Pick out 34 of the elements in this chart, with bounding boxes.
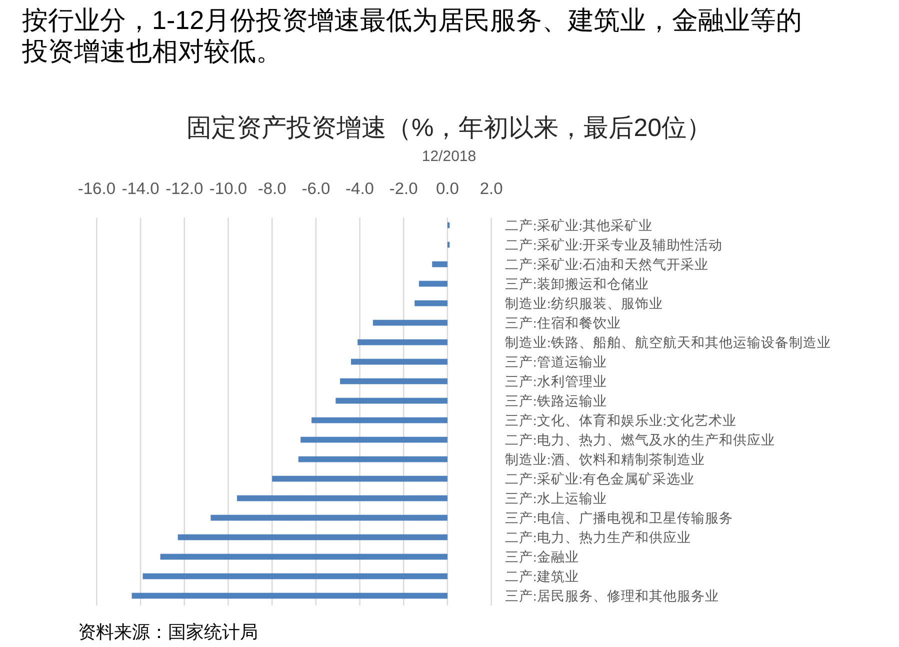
x-tick-label: 2.0 (480, 180, 503, 198)
y-tick-label: 三产:住宿和餐饮业 (505, 315, 621, 330)
x-tick-label: 0.0 (436, 180, 459, 198)
x-tick-label: -10.0 (209, 180, 248, 198)
y-tick-label: 制造业:纺织服装、服饰业 (505, 296, 663, 311)
y-tick-label: 二产:电力、热力生产和供应业 (505, 530, 691, 545)
y-tick-label: 二产:建筑业 (505, 568, 579, 584)
x-tick-label: -4.0 (346, 180, 374, 198)
y-tick-label: 三产:居民服务、修理和其他服务业 (505, 588, 719, 604)
text: 按行业分，1-12月份投资增速最低为居民服务、建筑业，金融业等的投资增速也相对较低。 (22, 5, 804, 67)
chart-title: 固定资产投资增速（%，年初以来，最后20位） (186, 114, 712, 142)
y-tick-label: 制造业:酒、饮料和精制茶制造业 (505, 452, 705, 467)
y-tick-label: 二产:采矿业:开采专业及辅助性活动 (505, 237, 723, 252)
x-tick-label: -12.0 (166, 180, 204, 198)
x-tick-label: -6.0 (302, 180, 330, 198)
y-tick-label: 二产:采矿业:其他采矿业 (505, 218, 653, 233)
y-tick-label: 二产:电力、热力、燃气及水的生产和供应业 (505, 432, 775, 448)
x-tick-label: -14.0 (122, 180, 160, 198)
y-tick-label: 三产:水利管理业 (505, 374, 607, 389)
y-tick-label: 二产:采矿业:石油和天然气开采业 (505, 256, 709, 272)
y-tick-label: 三产:电信、广播电视和卫星传输服务 (505, 510, 733, 526)
y-tick-label: 三产:铁路运输业 (505, 393, 607, 408)
x-tick-label: -8.0 (258, 180, 286, 198)
y-tick-label: 二产:采矿业:有色金属矿采选业 (505, 471, 695, 486)
y-tick-label: 三产:水上运输业 (505, 490, 607, 506)
y-tick-label: 制造业:铁路、船舶、航空航天和其他运输设备制造业 (505, 334, 831, 350)
text: 资料来源：国家统计局 (78, 622, 258, 642)
y-tick-label: 三产:装卸搬运和仓储业 (505, 276, 649, 292)
x-tick-label: -2.0 (389, 180, 418, 198)
chart-subtitle: 12/2018 (422, 148, 476, 165)
x-tick-label: -16.0 (78, 180, 116, 198)
y-tick-label: 三产:文化、体育和娱乐业:文化艺术业 (505, 412, 737, 428)
y-tick-label: 三产:金融业 (505, 549, 579, 564)
y-tick-label: 三产:管道运输业 (505, 354, 607, 370)
